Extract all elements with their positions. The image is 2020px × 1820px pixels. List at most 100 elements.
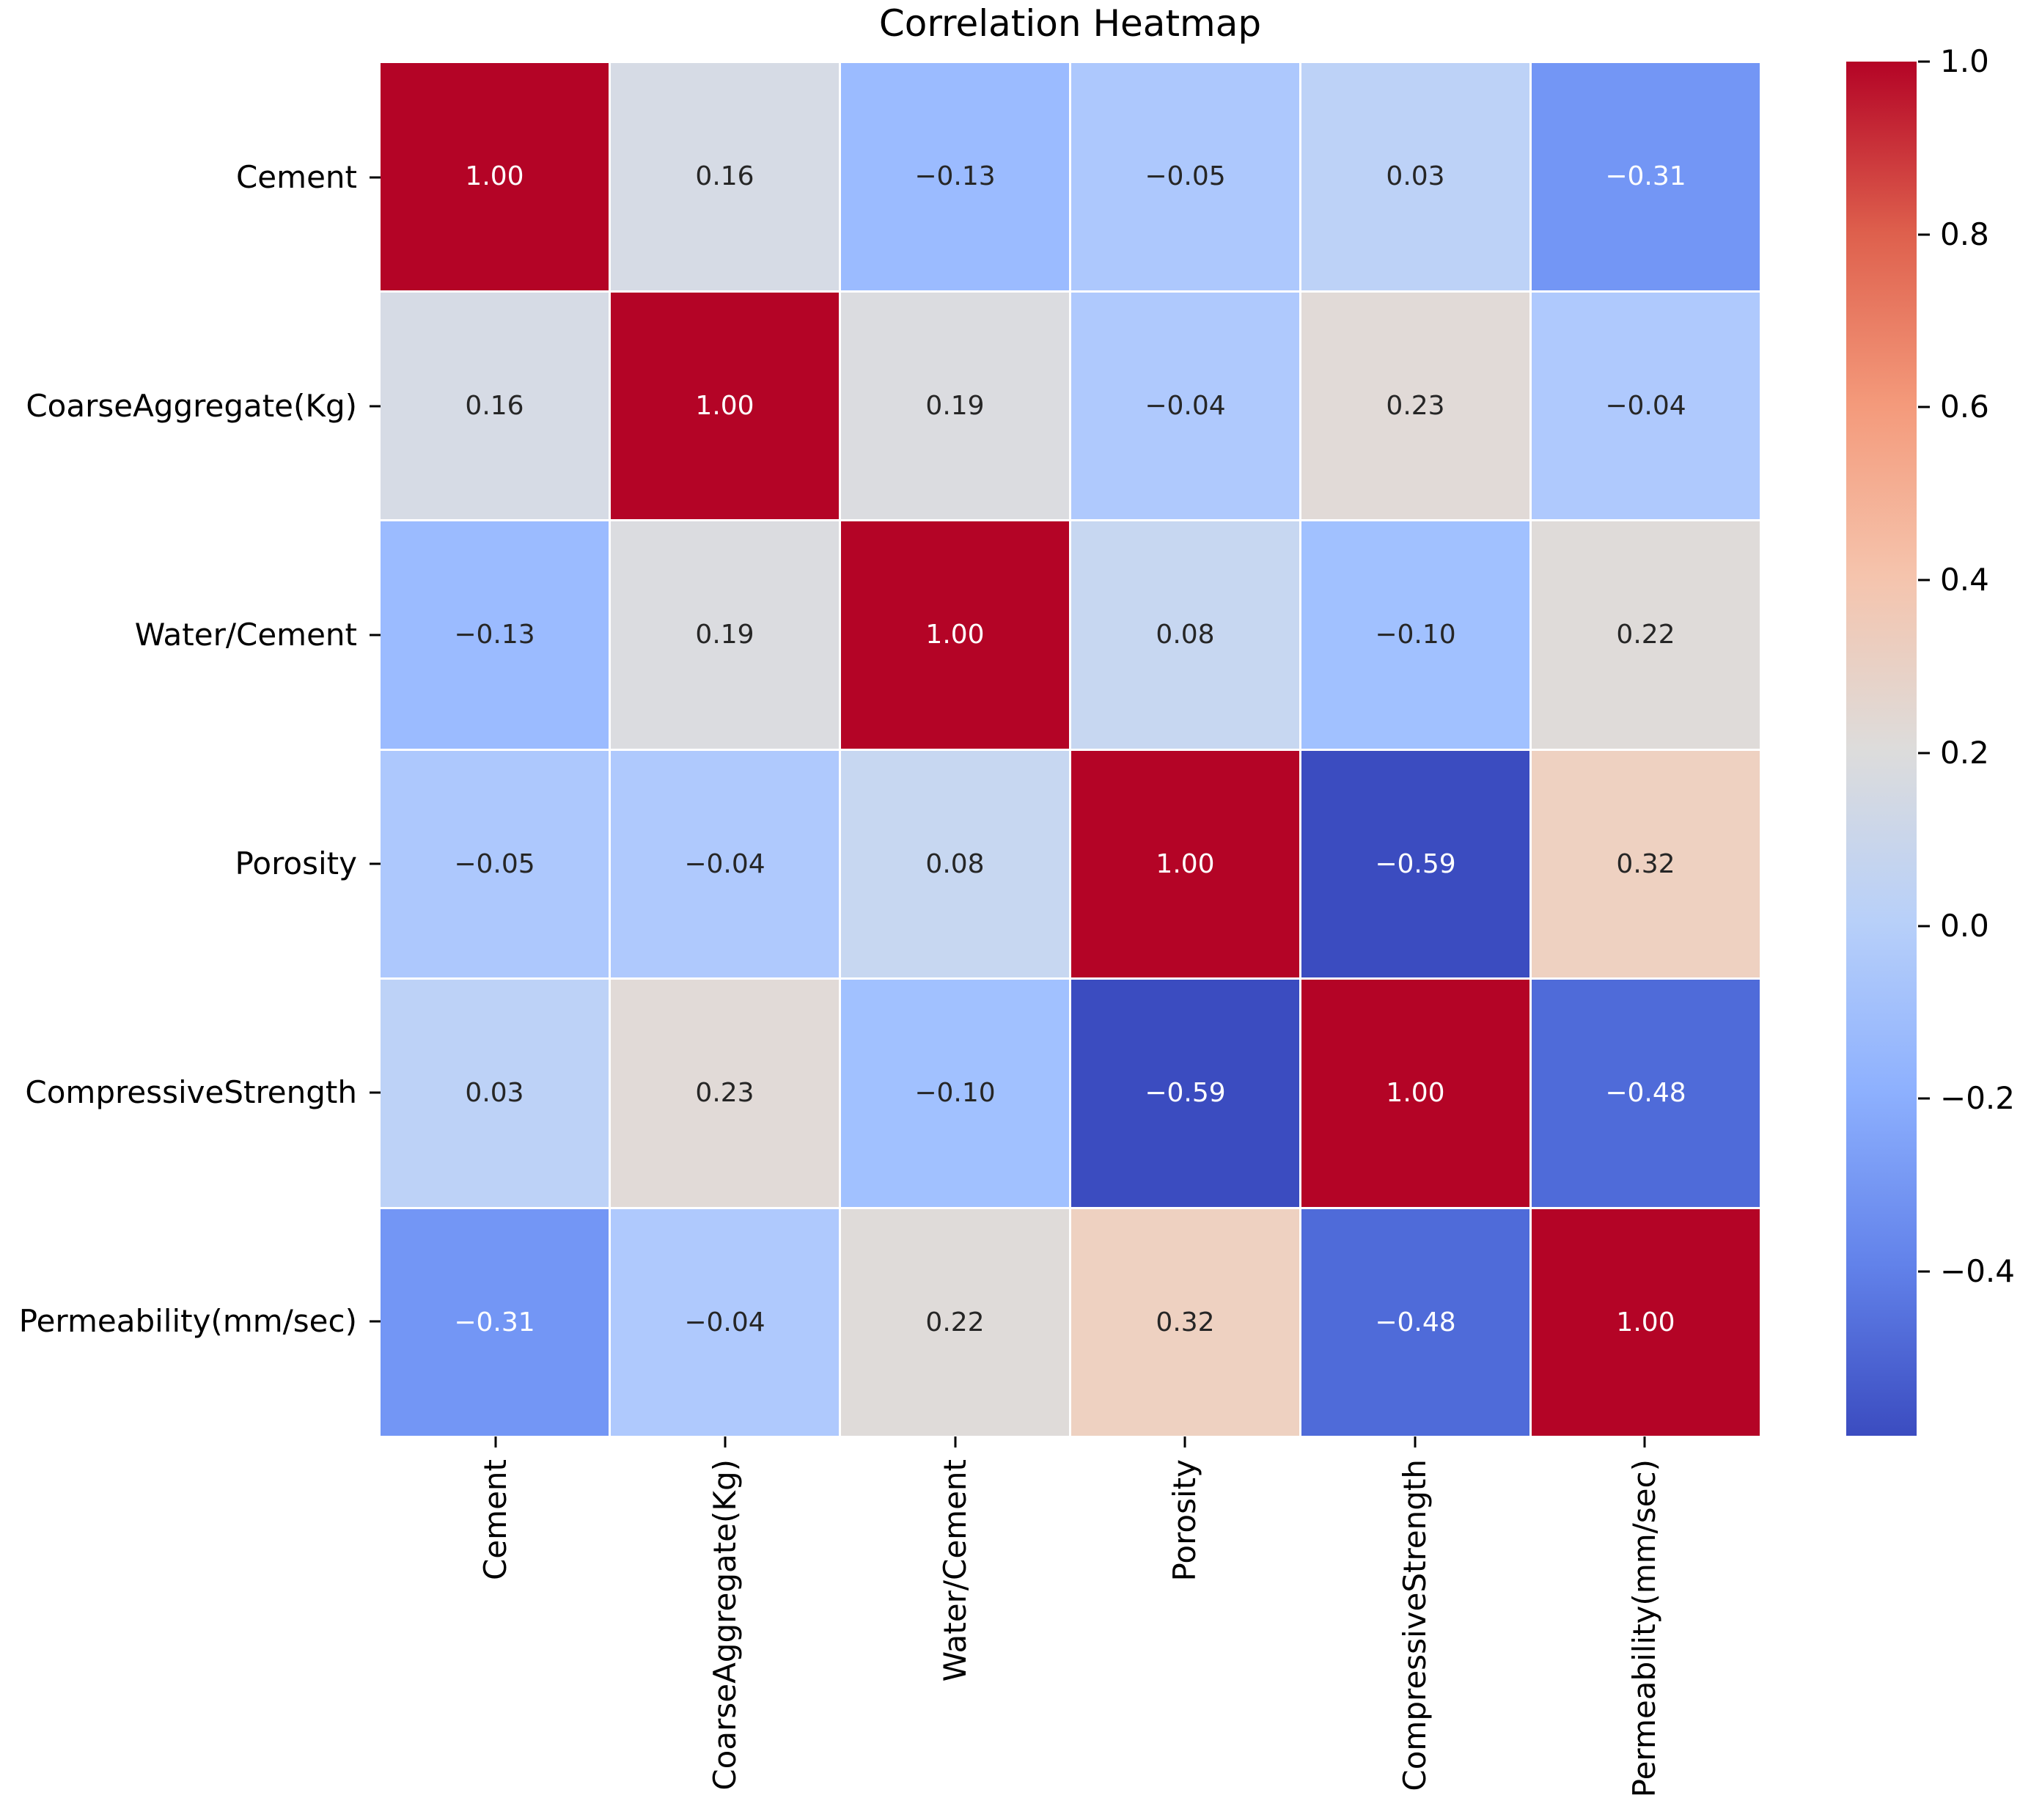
cell-value: 0.03 — [465, 1078, 524, 1109]
colorbar-tick-mark — [1918, 579, 1930, 581]
y-tick-label: Water/Cement — [134, 617, 357, 653]
cell-value: 0.22 — [1616, 620, 1675, 650]
cell-value: 0.08 — [925, 848, 985, 879]
x-tick-mark — [724, 1436, 727, 1447]
heatmap-cell: 0.19 — [841, 292, 1069, 519]
cell-value: 0.23 — [1386, 390, 1445, 421]
heatmap-cell: −0.10 — [841, 980, 1069, 1207]
heatmap-cell: −0.48 — [1301, 1208, 1529, 1436]
cell-value: −0.13 — [914, 161, 996, 192]
cell-value: 1.00 — [1156, 848, 1215, 879]
heatmap-cell: 1.00 — [1071, 750, 1299, 977]
cell-value: −0.04 — [1145, 390, 1226, 421]
x-tick-mark — [954, 1436, 957, 1447]
cell-value: −0.48 — [1605, 1078, 1686, 1109]
colorbar-tick-mark — [1918, 1270, 1930, 1273]
x-tick-label: Porosity — [1167, 1459, 1203, 1582]
y-tick-label: CoarseAggregate(Kg) — [26, 388, 357, 424]
cell-value: 1.00 — [925, 620, 985, 650]
x-tick-label: Water/Cement — [936, 1459, 973, 1682]
colorbar — [1846, 62, 1917, 1436]
cell-value: −0.31 — [454, 1307, 535, 1338]
heatmap-cell: −0.48 — [1532, 980, 1760, 1207]
colorbar-tick-label: 0.4 — [1940, 562, 1989, 598]
heatmap-cell: −0.13 — [841, 63, 1069, 290]
heatmap-cell: 0.03 — [1301, 63, 1529, 290]
cell-value: 1.00 — [695, 390, 754, 421]
y-tick-mark — [370, 1091, 381, 1094]
heatmap-cell: −0.59 — [1071, 980, 1299, 1207]
colorbar-tick-label: 0.2 — [1940, 734, 1989, 771]
cell-value: −0.04 — [1605, 390, 1686, 421]
cell-value: 0.16 — [465, 390, 524, 421]
colorbar-tick-mark — [1918, 406, 1930, 408]
cell-value: 1.00 — [465, 161, 524, 192]
colorbar-tick-label: 0.6 — [1940, 389, 1989, 425]
colorbar-tick-mark — [1918, 925, 1930, 928]
cell-value: −0.04 — [684, 1307, 765, 1338]
heatmap-cell: 1.00 — [381, 63, 609, 290]
heatmap-cell: 0.03 — [381, 980, 609, 1207]
heatmap-cell: 0.32 — [1532, 750, 1760, 977]
cell-value: −0.13 — [454, 620, 535, 650]
heatmap-cell: 1.00 — [841, 521, 1069, 749]
chart-title: Correlation Heatmap — [878, 2, 1262, 45]
heatmap-cell: 0.16 — [611, 63, 839, 290]
cell-value: 0.32 — [1616, 848, 1675, 879]
colorbar-tick-mark — [1918, 1097, 1930, 1100]
cell-value: 0.32 — [1156, 1307, 1215, 1338]
heatmap-cell: 0.19 — [611, 521, 839, 749]
cell-value: −0.05 — [1145, 161, 1226, 192]
cell-value: 0.23 — [695, 1078, 754, 1109]
cell-value: −0.05 — [454, 848, 535, 879]
heatmap-cell: 0.08 — [841, 750, 1069, 977]
x-tick-label: CoarseAggregate(Kg) — [707, 1459, 743, 1791]
heatmap-cell: 1.00 — [1301, 980, 1529, 1207]
cell-value: −0.10 — [914, 1078, 996, 1109]
x-tick-mark — [494, 1436, 497, 1447]
cell-value: −0.48 — [1375, 1307, 1456, 1338]
heatmap-cell: 1.00 — [611, 292, 839, 519]
y-tick-mark — [370, 405, 381, 408]
heatmap-cell: −0.31 — [1532, 63, 1760, 290]
heatmap-cell: −0.05 — [1071, 63, 1299, 290]
heatmap-cell: 0.08 — [1071, 521, 1299, 749]
heatmap-cell: −0.04 — [611, 1208, 839, 1436]
heatmap-cell: 0.23 — [611, 980, 839, 1207]
x-tick-label: Permeability(mm/sec) — [1626, 1459, 1663, 1798]
heatmap-cell: −0.59 — [1301, 750, 1529, 977]
colorbar-tick-label: 1.0 — [1940, 43, 1989, 79]
colorbar-tick-label: 0.8 — [1940, 216, 1989, 252]
y-tick-label: Cement — [235, 159, 357, 195]
y-tick-mark — [370, 1320, 381, 1323]
cell-value: −0.31 — [1605, 161, 1686, 192]
y-tick-mark — [370, 862, 381, 865]
x-tick-mark — [1643, 1436, 1646, 1447]
cell-value: 0.08 — [1156, 620, 1215, 650]
heatmap-cell: 0.22 — [1532, 521, 1760, 749]
y-tick-label: Porosity — [235, 845, 357, 881]
heatmap-cell: 0.16 — [381, 292, 609, 519]
cell-value: −0.10 — [1375, 620, 1456, 650]
cell-value: 0.03 — [1386, 161, 1445, 192]
y-tick-label: Permeability(mm/sec) — [18, 1303, 357, 1339]
colorbar-tick-mark — [1918, 752, 1930, 755]
heatmap-grid: 1.00 0.16 −0.13 −0.05 0.03 −0.31 0.16 1.00 0.19 −… — [381, 63, 1760, 1436]
cell-value: −0.59 — [1375, 848, 1456, 879]
heatmap-cell: −0.05 — [381, 750, 609, 977]
heatmap-cell: −0.04 — [1071, 292, 1299, 519]
heatmap-cell: −0.31 — [381, 1208, 609, 1436]
cell-value: 0.19 — [925, 390, 985, 421]
cell-value: 1.00 — [1616, 1307, 1675, 1338]
cell-value: 0.19 — [695, 620, 754, 650]
x-tick-mark — [1414, 1436, 1417, 1447]
cell-value: −0.04 — [684, 848, 765, 879]
cell-value: 1.00 — [1386, 1078, 1445, 1109]
x-tick-label: CompressiveStrength — [1396, 1459, 1433, 1791]
colorbar-tick-label: −0.2 — [1940, 1080, 2015, 1117]
colorbar-tick-mark — [1918, 233, 1930, 236]
heatmap-cell: −0.04 — [611, 750, 839, 977]
heatmap-cell: 0.23 — [1301, 292, 1529, 519]
cell-value: −0.59 — [1145, 1078, 1226, 1109]
cell-value: 0.22 — [925, 1307, 985, 1338]
